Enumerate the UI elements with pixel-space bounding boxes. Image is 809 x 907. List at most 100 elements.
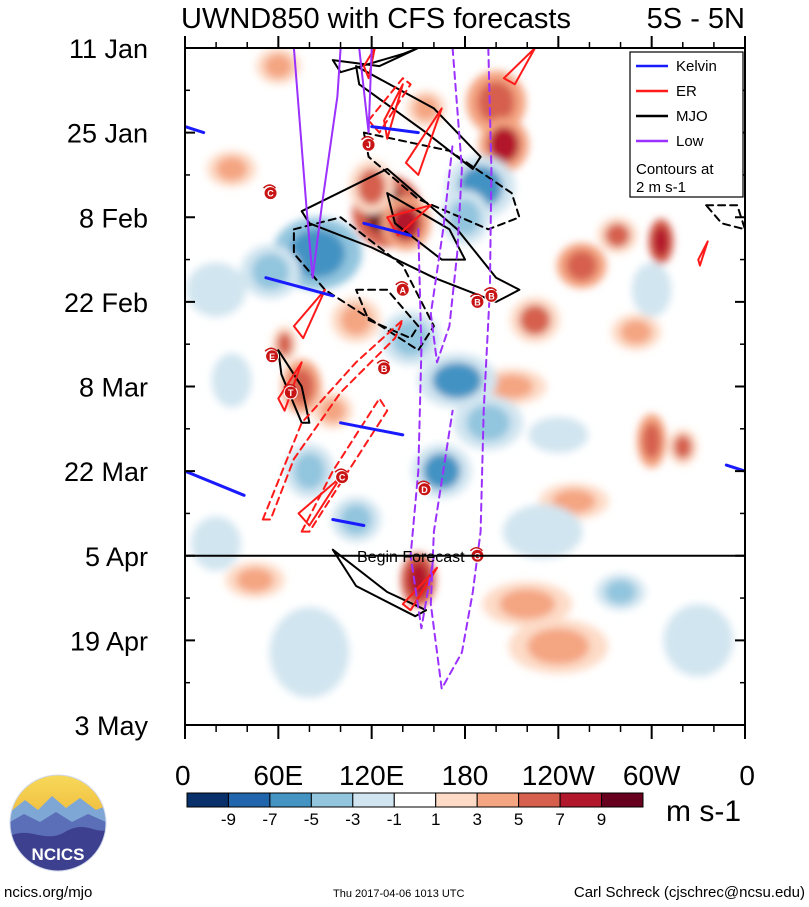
contour-mjo bbox=[355, 65, 482, 170]
storm-marker-swirl bbox=[395, 281, 409, 286]
anomaly-blob bbox=[340, 304, 372, 336]
logo-text: NCICS bbox=[32, 845, 85, 864]
storm-marker: D bbox=[417, 480, 432, 497]
storm-marker-dot bbox=[377, 361, 392, 376]
contour-er bbox=[386, 204, 432, 237]
contour-er bbox=[292, 288, 326, 340]
storm-marker: C bbox=[334, 468, 350, 485]
storm-marker: C bbox=[263, 184, 278, 201]
colorbar: -9 -7 -5 -3 -1 1 3 5 7 9 bbox=[186, 792, 644, 829]
anomaly-blob bbox=[320, 398, 346, 423]
contour-mjo bbox=[292, 216, 435, 352]
legend-label-kelvin: Kelvin bbox=[676, 58, 717, 75]
footer-author: Carl Schreck (cjschrec@ncsu.edu) bbox=[574, 884, 805, 901]
storm-marker-swirl bbox=[263, 184, 277, 189]
anomaly-blob bbox=[676, 616, 721, 665]
storm-marker-label: B bbox=[381, 364, 388, 374]
x-tick-label: 60W bbox=[623, 760, 681, 791]
storm-marker-swirl bbox=[469, 547, 483, 552]
colorbar-tick-label: -5 bbox=[304, 810, 319, 829]
anomaly-blob bbox=[423, 452, 461, 490]
anomaly-blob bbox=[642, 422, 662, 460]
contour-kelvin bbox=[331, 518, 366, 527]
contour-mjo bbox=[300, 167, 521, 303]
storm-marker-dot bbox=[335, 470, 350, 485]
colorbar-swatch bbox=[435, 792, 478, 808]
anomaly-blob bbox=[605, 579, 637, 605]
contour-kelvin bbox=[264, 276, 335, 298]
y-tick-label: 8 Mar bbox=[79, 373, 148, 403]
storm-marker-dot bbox=[283, 385, 298, 400]
anomaly-blob bbox=[284, 622, 335, 683]
anomaly-blob bbox=[519, 304, 551, 336]
colorbar-swatch bbox=[186, 792, 229, 808]
storm-marker: B bbox=[376, 359, 392, 376]
storm-marker-label: C bbox=[339, 473, 346, 483]
storm-marker-swirl bbox=[334, 468, 348, 473]
storm-marker-swirl bbox=[264, 347, 278, 352]
footer-url: ncics.org/mjo bbox=[4, 884, 92, 901]
contour-kelvin bbox=[185, 125, 206, 135]
colorbar-units: m s-1 bbox=[666, 795, 741, 828]
legend-box bbox=[629, 51, 744, 198]
storm-marker-dot bbox=[395, 282, 410, 297]
contour-kelvin bbox=[339, 421, 405, 437]
storm-marker-dot bbox=[265, 349, 280, 364]
legend-label-mjo: MJO bbox=[676, 108, 708, 125]
anomaly-blob bbox=[357, 168, 386, 206]
contour-low bbox=[429, 48, 463, 364]
y-axis: 11 Jan 25 Jan 8 Feb 22 Feb 8 Mar 22 Mar 5 Apr 1… bbox=[64, 34, 745, 741]
storm-marker-label: D bbox=[421, 485, 428, 495]
storm-marker-swirl bbox=[483, 287, 497, 292]
anomaly-blob bbox=[566, 250, 598, 281]
anomaly-blob bbox=[605, 223, 630, 248]
storm-marker: T bbox=[283, 383, 298, 400]
colorbar-tick-label: 5 bbox=[514, 810, 523, 829]
footer-timestamp: Thu 2017-04-06 1013 UTC bbox=[333, 888, 465, 900]
colorbar-swatch bbox=[310, 792, 354, 808]
anomaly-blob bbox=[477, 81, 515, 124]
colorbar-tick-label: -1 bbox=[387, 810, 402, 829]
anomaly-blob bbox=[197, 271, 235, 308]
x-tick-label: 0 bbox=[175, 760, 191, 791]
chart-region: 5S - 5N bbox=[647, 3, 745, 35]
anomaly-blob bbox=[539, 422, 577, 447]
storm-marker-dot bbox=[263, 186, 278, 201]
storm-marker-dot bbox=[417, 482, 432, 497]
y-tick-label: 8 Feb bbox=[79, 203, 148, 233]
colorbar-swatch bbox=[476, 792, 520, 808]
storm-marker-swirl bbox=[376, 359, 390, 364]
anomaly-blob bbox=[236, 567, 274, 593]
colorbar-tick-label: 1 bbox=[431, 810, 440, 829]
storm-marker-label: E bbox=[269, 352, 275, 362]
y-tick-label: 11 Jan bbox=[69, 34, 148, 64]
anomaly-blob bbox=[432, 362, 483, 399]
logo-ring bbox=[9, 774, 107, 872]
contour-er bbox=[261, 319, 404, 521]
legend-label-low: Low bbox=[676, 133, 704, 150]
storm-marker-dot bbox=[361, 137, 376, 152]
contour-mjo bbox=[705, 204, 745, 231]
chart-title: UWND850 with CFS forecasts bbox=[181, 3, 571, 35]
anomaly-blob bbox=[216, 156, 248, 181]
contour-er bbox=[697, 240, 709, 267]
contour-mjo bbox=[277, 349, 311, 424]
contour-kelvin bbox=[724, 463, 745, 473]
contour-low bbox=[409, 228, 435, 630]
anomaly-blob bbox=[552, 489, 596, 514]
legend-note-line1: Contours at bbox=[636, 161, 714, 178]
legend-note-line2: 2 m s-1 bbox=[636, 179, 686, 196]
colorbar-tick-label: -7 bbox=[262, 810, 277, 829]
anomaly-blob bbox=[340, 504, 372, 535]
anomaly-blob bbox=[276, 332, 293, 357]
contour-kelvin bbox=[362, 221, 413, 237]
storm-marker-label: T bbox=[288, 388, 294, 398]
anomaly-blob bbox=[219, 362, 245, 399]
anomaly-blob bbox=[517, 513, 568, 550]
storm-marker-swirl bbox=[361, 135, 375, 141]
storm-marker-label: B bbox=[474, 297, 481, 307]
anomaly-blob bbox=[639, 271, 665, 308]
anomaly-blob bbox=[673, 434, 693, 460]
storm-marker-swirl bbox=[283, 383, 297, 389]
